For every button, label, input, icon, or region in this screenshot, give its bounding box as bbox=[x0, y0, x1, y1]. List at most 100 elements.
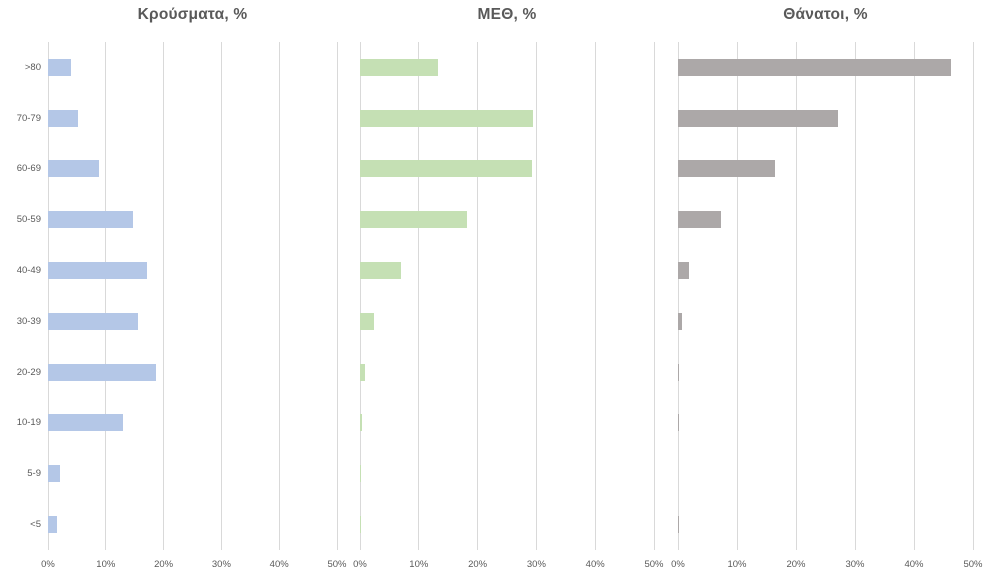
bar bbox=[678, 414, 680, 432]
bar bbox=[48, 312, 138, 330]
gridline bbox=[913, 42, 915, 550]
bar-row bbox=[360, 347, 654, 398]
bar bbox=[360, 211, 468, 229]
x-tick-label: 10% bbox=[96, 559, 116, 570]
category-label: 40-49 bbox=[16, 265, 41, 277]
bar bbox=[48, 211, 133, 229]
bar bbox=[48, 262, 148, 280]
bar-row bbox=[678, 144, 973, 195]
x-tick-label: 0% bbox=[41, 559, 55, 570]
gridline bbox=[278, 42, 280, 550]
bar bbox=[360, 58, 438, 76]
gridline bbox=[336, 42, 338, 550]
gridline bbox=[594, 42, 596, 550]
bar bbox=[678, 516, 680, 534]
chart-title-cases: Κρούσματα, % bbox=[137, 6, 248, 23]
bar bbox=[678, 363, 680, 381]
plot-area-cases bbox=[47, 42, 338, 550]
bar-row bbox=[678, 347, 973, 398]
x-axis-cases: 0% 10% 20% 30% 40% 50% bbox=[41, 550, 346, 586]
gridline bbox=[47, 42, 49, 550]
plot-area-deaths bbox=[677, 42, 974, 550]
chart-title-icu: ΜΕΘ, % bbox=[477, 6, 537, 23]
category-axis bbox=[654, 42, 678, 550]
bar bbox=[360, 262, 401, 280]
x-tick-label: 50% bbox=[963, 559, 983, 570]
x-tick-label: 40% bbox=[904, 559, 924, 570]
bar bbox=[678, 262, 690, 280]
chart-body bbox=[337, 42, 655, 550]
bar bbox=[678, 211, 722, 229]
bar bbox=[678, 312, 682, 330]
x-tick-label: 30% bbox=[845, 559, 865, 570]
bar-row bbox=[360, 245, 654, 296]
gridline bbox=[477, 42, 479, 550]
bar-row bbox=[360, 144, 654, 195]
chart-cases: Κρούσματα, % >80 70-79 60-69 50-59 40-49 30-3… bbox=[0, 0, 347, 586]
category-label: 30-39 bbox=[16, 315, 41, 327]
chart-title-deaths: Θάνατοι, % bbox=[783, 6, 868, 23]
gridline bbox=[972, 42, 974, 550]
bar-row bbox=[678, 296, 973, 347]
bar-row bbox=[48, 398, 337, 449]
category-label: >80 bbox=[24, 61, 41, 73]
bar-row bbox=[678, 194, 973, 245]
bar-row bbox=[48, 245, 337, 296]
bar bbox=[360, 414, 363, 432]
bar-row bbox=[48, 144, 337, 195]
bar bbox=[48, 414, 123, 432]
gridline bbox=[220, 42, 222, 550]
gridline bbox=[653, 42, 655, 550]
gridline bbox=[736, 42, 738, 550]
bar-row bbox=[48, 347, 337, 398]
x-tick-label: 20% bbox=[154, 559, 174, 570]
x-tick-label: 20% bbox=[468, 559, 488, 570]
bar-row bbox=[678, 398, 973, 449]
x-tick-label: 20% bbox=[786, 559, 806, 570]
x-tick-label: 40% bbox=[269, 559, 289, 570]
bar bbox=[48, 465, 60, 483]
category-axis: >80 70-79 60-69 50-59 40-49 30-39 20-29 10-19 5-… bbox=[0, 42, 48, 550]
bar bbox=[48, 363, 156, 381]
category-label: <5 bbox=[30, 519, 41, 531]
bar bbox=[360, 312, 375, 330]
chart-deaths: Θάνατοι, % 0% 10% 20% 30% 40% 50% bbox=[654, 0, 982, 586]
x-tick-label: 40% bbox=[585, 559, 605, 570]
category-label: 60-69 bbox=[16, 163, 41, 175]
gridline bbox=[677, 42, 679, 550]
bar bbox=[360, 363, 366, 381]
gridline bbox=[105, 42, 107, 550]
bar-row bbox=[360, 194, 654, 245]
bar bbox=[48, 109, 79, 127]
x-axis-icu: 0% 10% 20% 30% 40% 50% bbox=[353, 550, 663, 586]
bar bbox=[48, 516, 57, 534]
bar-row bbox=[48, 194, 337, 245]
chart-body: >80 70-79 60-69 50-59 40-49 30-39 20-29 10-19 5-… bbox=[0, 42, 338, 550]
bar-row bbox=[678, 448, 973, 499]
bar-row bbox=[678, 42, 973, 93]
x-tick-label: 10% bbox=[409, 559, 429, 570]
gridline bbox=[359, 42, 361, 550]
bar-row bbox=[678, 245, 973, 296]
bar-row bbox=[360, 499, 654, 550]
gridline bbox=[535, 42, 537, 550]
x-tick-label: 0% bbox=[353, 559, 367, 570]
bar bbox=[48, 160, 99, 178]
bar-row bbox=[360, 93, 654, 144]
chart-body bbox=[654, 42, 974, 550]
plot-area-icu bbox=[359, 42, 655, 550]
category-axis bbox=[337, 42, 360, 550]
x-tick-label: 30% bbox=[526, 559, 546, 570]
bar-row bbox=[678, 499, 973, 550]
x-tick-label: 50% bbox=[644, 559, 664, 570]
bar bbox=[678, 160, 775, 178]
chart-icu: ΜΕΘ, % 0% 10% 20% 30% 40% 50% bbox=[337, 0, 663, 586]
bar bbox=[678, 109, 838, 127]
bar-row bbox=[360, 296, 654, 347]
bar bbox=[360, 465, 361, 483]
bar bbox=[360, 516, 361, 534]
gridline bbox=[795, 42, 797, 550]
gridline bbox=[163, 42, 165, 550]
gridline bbox=[418, 42, 420, 550]
